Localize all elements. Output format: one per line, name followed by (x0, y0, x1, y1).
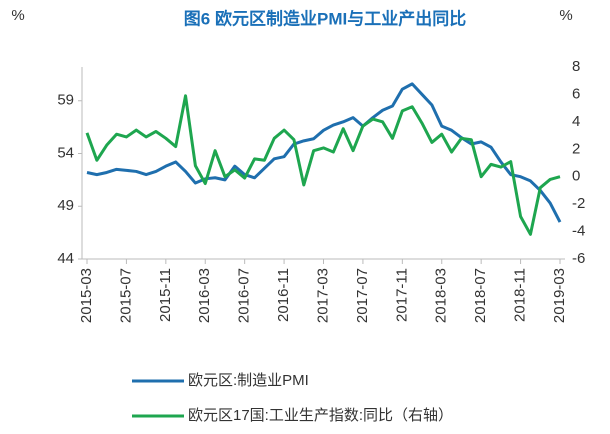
y2-tick-label: 4 (572, 113, 580, 130)
y2-tick-label: -6 (572, 250, 585, 267)
x-tick-label: 2017-07 (354, 268, 371, 323)
y2-unit: % (559, 7, 572, 24)
y2-tick-label: -2 (572, 195, 585, 212)
y2-tick-label: 0 (572, 168, 580, 185)
legend-label: 欧元区17国:工业生产指数:同比（右轴） (188, 407, 453, 424)
x-tick-label: 2016-11 (275, 268, 292, 322)
legend-label: 欧元区:制造业PMI (188, 372, 309, 389)
y2-tick-label: 6 (572, 85, 580, 102)
x-tick-label: 2019-03 (551, 268, 568, 323)
y-tick-label: 54 (57, 144, 74, 161)
x-tick-label: 2015-03 (78, 268, 95, 323)
x-tick-label: 2018-03 (433, 268, 450, 323)
y-tick-label: 49 (57, 197, 74, 214)
x-tick-label: 2018-11 (512, 268, 529, 322)
x-tick-label: 2017-03 (314, 268, 331, 323)
chart-title: 图6 欧元区制造业PMI与工业产出同比 (184, 8, 466, 28)
x-tick-label: 2015-11 (157, 268, 174, 322)
x-tick-label: 2018-07 (472, 268, 489, 323)
x-tick-label: 2015-07 (117, 268, 134, 323)
x-tick-label: 2017-11 (393, 268, 410, 322)
x-tick-label: 2016-07 (236, 268, 253, 323)
series-line (86, 82, 562, 223)
series-line (85, 94, 561, 236)
y-tick-label: 44 (57, 250, 74, 267)
y-tick-label: 59 (57, 92, 74, 109)
x-tick-label: 2016-03 (196, 268, 213, 323)
y-unit: % (11, 7, 24, 24)
y2-tick-label: 2 (572, 140, 580, 157)
y2-tick-label: -4 (572, 223, 585, 240)
y2-tick-label: 8 (572, 58, 580, 75)
